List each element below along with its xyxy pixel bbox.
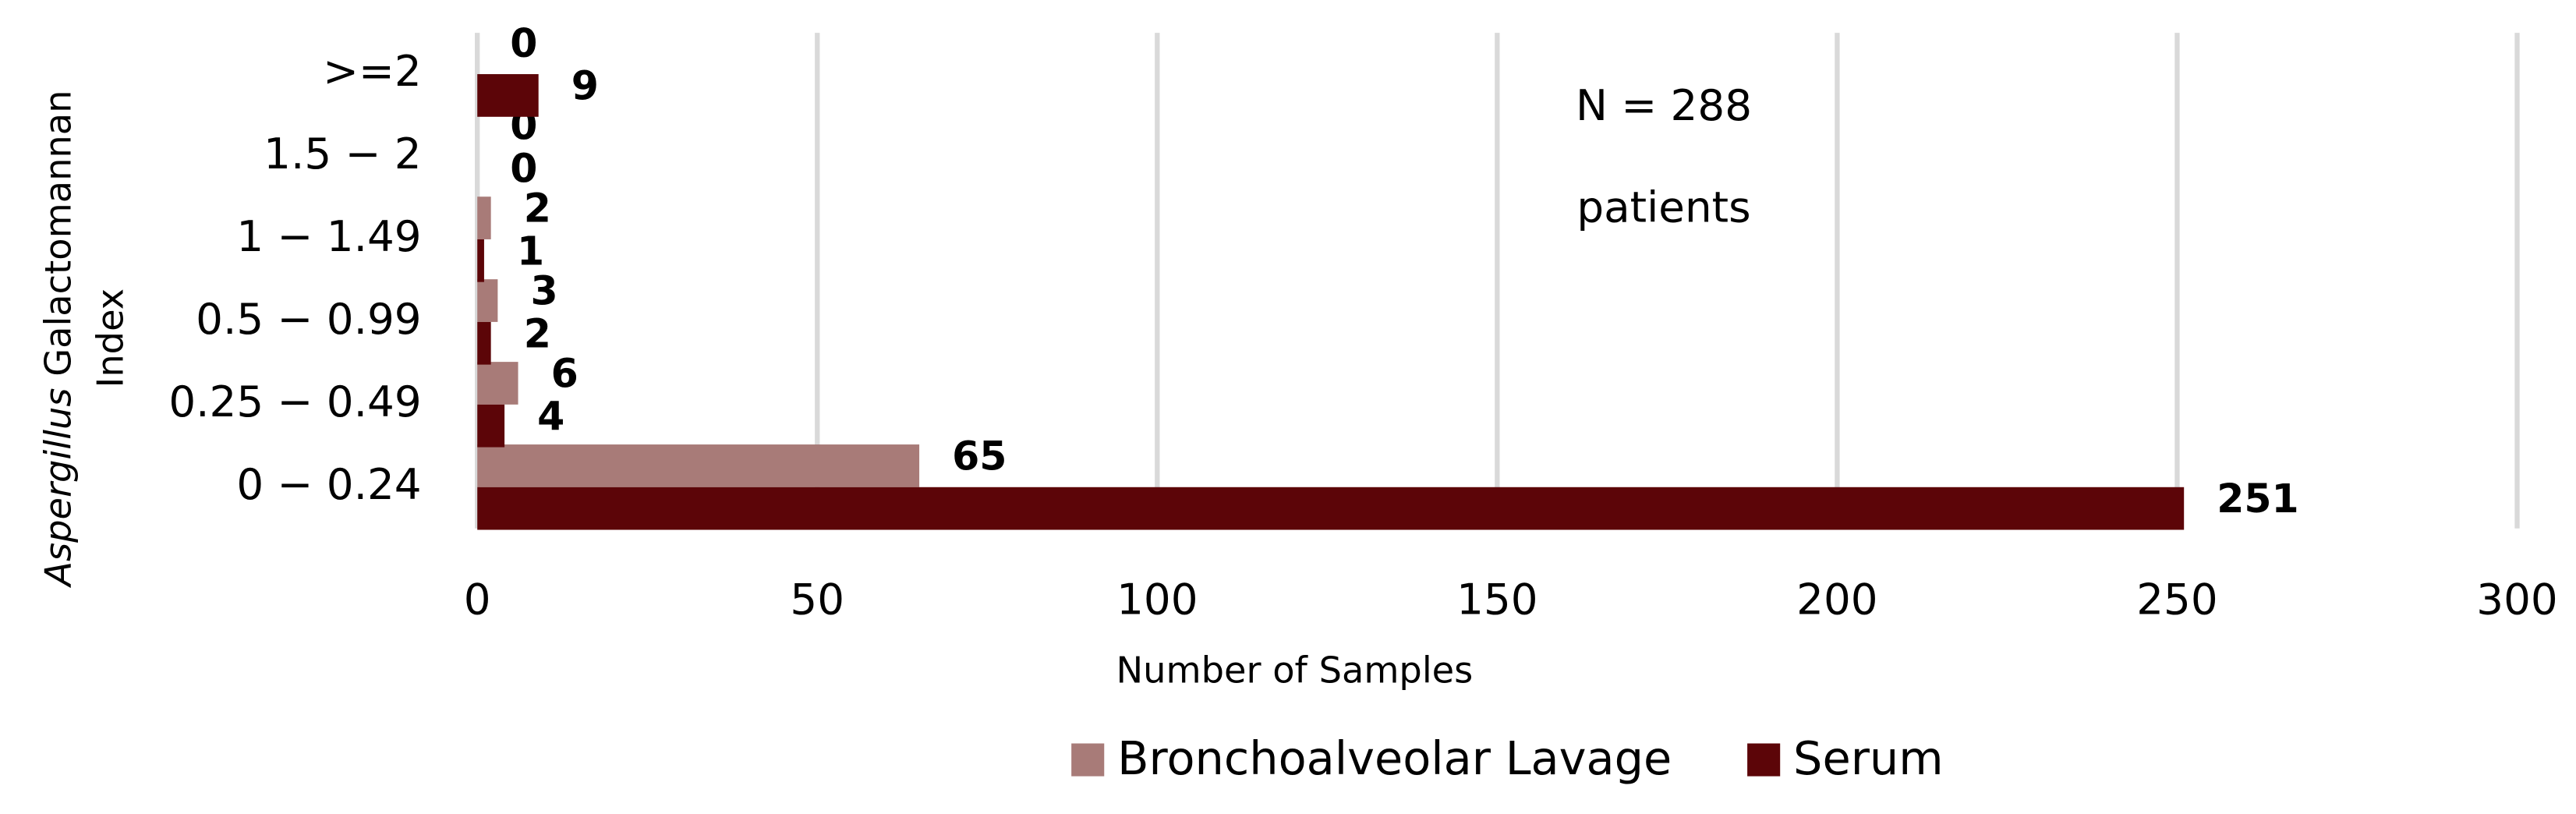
x-tick-label: 50 xyxy=(790,575,844,625)
annotation: patients xyxy=(1576,182,1750,232)
bar xyxy=(477,444,920,487)
value-label: 1 xyxy=(517,228,544,274)
bar xyxy=(477,196,491,239)
y-tick-label: 0.5 − 0.99 xyxy=(196,294,422,344)
value-label: 0 xyxy=(510,145,537,191)
x-tick-label: 100 xyxy=(1116,575,1198,625)
y-axis-title-part: Galactomannan xyxy=(37,90,79,377)
legend-swatch xyxy=(1747,743,1781,777)
bar xyxy=(477,239,484,282)
legend-swatch xyxy=(1071,743,1105,777)
bar xyxy=(477,279,498,322)
y-axis-title-italic: Aspergillus xyxy=(37,388,79,589)
y-axis-title-line2: Index xyxy=(89,288,131,388)
value-label: 65 xyxy=(952,434,1007,480)
value-label: 4 xyxy=(537,393,564,439)
value-label: 3 xyxy=(530,268,557,314)
value-label: 2 xyxy=(524,310,551,356)
bar xyxy=(477,321,491,365)
value-label: 0 xyxy=(510,20,537,66)
bar xyxy=(477,404,505,448)
x-tick-label: 150 xyxy=(1456,575,1537,625)
value-label: 9 xyxy=(571,63,599,109)
value-label: 251 xyxy=(2217,476,2298,522)
y-tick-label: >=2 xyxy=(323,46,422,96)
x-tick-label: 0 xyxy=(464,575,491,625)
legend-label: Serum xyxy=(1793,731,1944,785)
legend-label: Bronchoalveolar Lavage xyxy=(1117,731,1672,785)
bar xyxy=(477,487,2185,530)
x-tick-label: 250 xyxy=(2136,575,2217,625)
x-tick-label: 300 xyxy=(2476,575,2557,625)
value-label: 2 xyxy=(524,186,551,232)
value-label: 6 xyxy=(551,351,579,397)
y-tick-label: 1 − 1.49 xyxy=(236,211,421,261)
x-tick-label: 200 xyxy=(1796,575,1877,625)
y-tick-label: 1.5 − 2 xyxy=(264,129,421,179)
y-tick-label: 0 − 0.24 xyxy=(236,459,421,509)
x-axis-title: Number of Samples xyxy=(1116,649,1474,691)
annotation: N = 288 xyxy=(1576,80,1752,130)
y-axis-title: Aspergillus Galactomannan xyxy=(37,90,79,589)
bar xyxy=(477,362,518,405)
bar xyxy=(477,74,539,117)
y-tick-label: 0.25 − 0.49 xyxy=(168,377,421,426)
